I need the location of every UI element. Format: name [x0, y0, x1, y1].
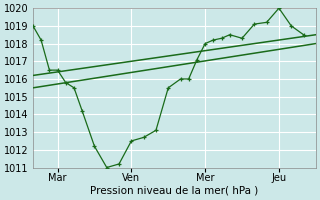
X-axis label: Pression niveau de la mer( hPa ): Pression niveau de la mer( hPa ): [90, 186, 259, 196]
